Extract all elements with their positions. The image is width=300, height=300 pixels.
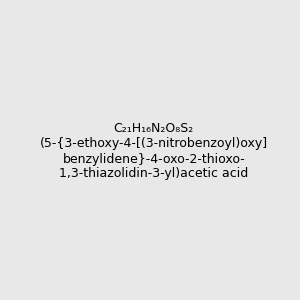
Text: C₂₁H₁₆N₂O₈S₂
(5-{3-ethoxy-4-[(3-nitrobenzoyl)oxy]
benzylidene}-4-oxo-2-thioxo-
1: C₂₁H₁₆N₂O₈S₂ (5-{3-ethoxy-4-[(3-nitroben…: [40, 122, 268, 181]
